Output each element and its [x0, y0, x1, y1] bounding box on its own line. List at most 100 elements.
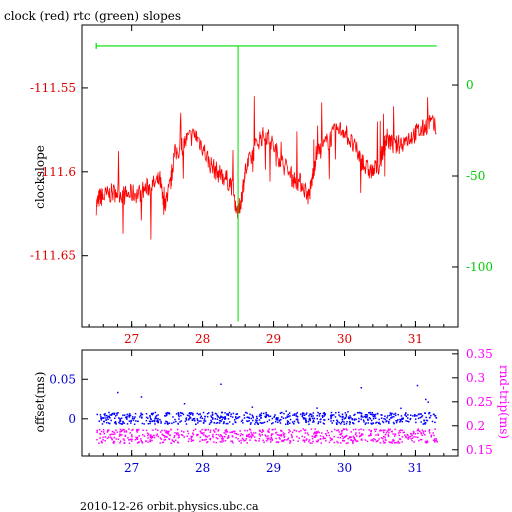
- offset-point: [168, 413, 171, 415]
- round-trip-point: [192, 432, 194, 434]
- offset-point: [409, 417, 412, 420]
- offset-point: [279, 412, 282, 414]
- offset-point: [404, 414, 407, 416]
- round-trip-point: [322, 435, 324, 438]
- offset-point: [175, 413, 178, 415]
- offset-point: [188, 419, 190, 421]
- offset-point: [139, 414, 142, 417]
- round-trip-point: [289, 442, 291, 444]
- offset-point: [122, 420, 124, 423]
- offset-point: [321, 416, 324, 418]
- round-trip-point: [187, 440, 190, 443]
- round-trip-point: [290, 433, 293, 436]
- offset-point: [340, 423, 342, 425]
- round-trip-point: [343, 440, 345, 442]
- round-trip-point: [426, 440, 429, 442]
- offset-point: [337, 420, 339, 423]
- round-trip-point: [350, 436, 352, 438]
- round-trip-point: [387, 434, 389, 436]
- round-trip-point: [327, 432, 330, 434]
- offset-point: [293, 413, 296, 415]
- offset-point: [293, 420, 296, 423]
- right-tick-label: 0.3: [466, 371, 485, 385]
- round-trip-point: [389, 441, 392, 444]
- offset-point: [275, 418, 278, 421]
- round-trip-point: [337, 429, 340, 431]
- round-trip-point: [226, 437, 229, 439]
- round-trip-point: [401, 436, 404, 438]
- round-trip-point: [120, 430, 122, 433]
- round-trip-point: [231, 431, 233, 433]
- offset-point: [123, 414, 126, 416]
- round-trip-point: [147, 433, 150, 435]
- round-trip-point: [377, 434, 379, 437]
- offset-point: [344, 412, 347, 414]
- offset-point: [367, 418, 369, 420]
- offset-point: [374, 415, 376, 418]
- round-trip-point: [248, 436, 250, 438]
- offset-point: [107, 422, 110, 424]
- round-trip-point: [149, 435, 151, 437]
- round-trip-point: [313, 433, 315, 435]
- offset-point: [232, 412, 235, 415]
- right-tick-label: 0: [466, 78, 474, 92]
- round-trip-point: [100, 430, 103, 433]
- round-trip-point: [283, 433, 286, 435]
- round-trip-point: [392, 438, 394, 441]
- round-trip-point: [402, 431, 404, 434]
- offset-point: [293, 414, 296, 416]
- offset-point: [282, 417, 285, 419]
- offset-point: [220, 383, 222, 385]
- offset-point: [210, 419, 212, 422]
- round-trip-point: [113, 431, 115, 433]
- round-trip-point: [340, 442, 342, 444]
- round-trip-point: [410, 438, 412, 440]
- offset-point: [200, 420, 202, 422]
- round-trip-point: [182, 434, 184, 437]
- offset-point: [147, 423, 150, 425]
- offset-point: [106, 421, 108, 424]
- offset-point: [104, 413, 106, 415]
- round-trip-point: [281, 439, 284, 442]
- round-trip-point: [412, 433, 415, 435]
- offset-point: [341, 418, 344, 421]
- round-trip-point: [187, 430, 189, 432]
- round-trip-point: [205, 435, 207, 438]
- offset-point: [149, 418, 152, 420]
- round-trip-point: [372, 440, 374, 442]
- offset-point: [419, 416, 421, 419]
- round-trip-point: [270, 441, 272, 443]
- offset-point: [209, 421, 212, 424]
- round-trip-point: [271, 439, 273, 442]
- round-trip-point: [112, 433, 114, 435]
- round-trip-point: [160, 438, 163, 440]
- round-trip-point: [388, 441, 390, 443]
- round-trip-point: [429, 432, 431, 434]
- offset-point: [189, 416, 191, 418]
- round-trip-point: [436, 441, 439, 443]
- round-trip-point: [238, 440, 240, 442]
- x-tick-label: 29: [266, 332, 281, 346]
- offset-point: [364, 414, 367, 416]
- round-trip-point: [313, 436, 315, 438]
- round-trip-point: [362, 429, 365, 431]
- round-trip-point: [339, 437, 341, 439]
- offset-point: [246, 420, 249, 423]
- offset-point: [257, 423, 259, 425]
- offset-point: [298, 422, 300, 424]
- round-trip-point: [141, 442, 144, 444]
- offset-point: [156, 420, 158, 422]
- offset-point: [113, 412, 116, 415]
- offset-point: [374, 417, 377, 419]
- round-trip-point: [156, 433, 159, 435]
- offset-point: [241, 419, 244, 421]
- offset-point: [365, 416, 367, 419]
- offset-point: [390, 414, 392, 416]
- round-trip-point: [280, 435, 282, 437]
- offset-point: [365, 422, 367, 424]
- round-trip-point: [214, 431, 216, 433]
- offset-point: [357, 420, 360, 423]
- round-trip-point: [151, 439, 153, 442]
- round-trip-point: [324, 437, 327, 440]
